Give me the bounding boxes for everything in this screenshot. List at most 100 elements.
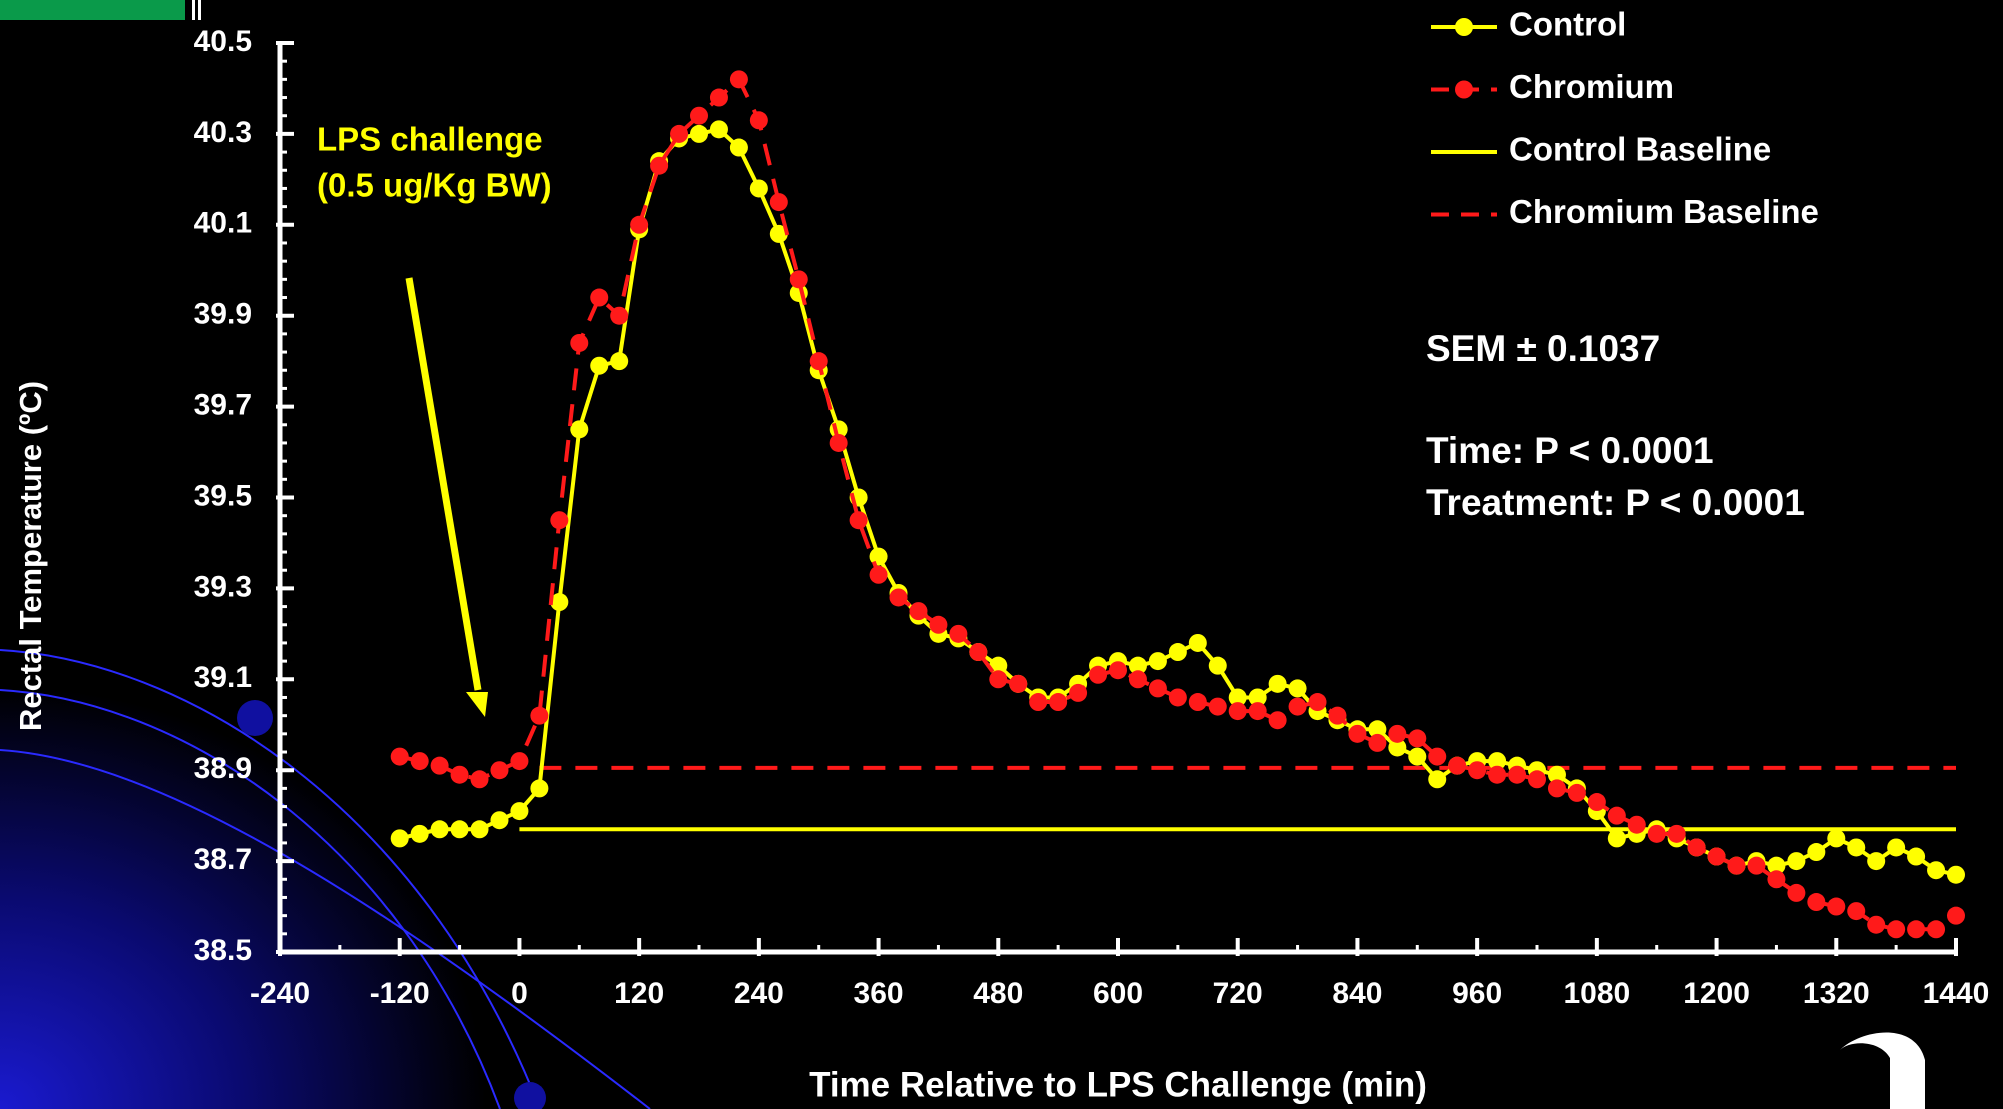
- decor-bar: [192, 0, 195, 20]
- data-point: [1767, 870, 1786, 889]
- annotation-arrow: [405, 277, 482, 691]
- annotation: SEM ± 0.1037: [1426, 328, 1660, 369]
- y-tick-label: 39.3: [194, 570, 252, 603]
- data-point: [1288, 679, 1307, 698]
- data-point: [1089, 665, 1108, 684]
- data-point: [390, 747, 409, 766]
- annotation: (0.5 ug/Kg BW): [317, 167, 552, 204]
- data-point: [709, 88, 728, 107]
- data-point: [809, 352, 828, 371]
- data-point: [769, 224, 788, 243]
- data-point: [1408, 729, 1427, 748]
- data-point: [430, 756, 449, 775]
- data-point: [650, 156, 669, 175]
- decor-dot: [237, 700, 273, 736]
- data-point: [1268, 674, 1287, 693]
- data-point: [690, 124, 708, 143]
- data-point: [1787, 852, 1806, 871]
- x-tick-label: 1080: [1563, 977, 1630, 1010]
- data-point: [769, 193, 788, 212]
- x-tick-label: 240: [734, 977, 784, 1010]
- data-point: [1188, 633, 1207, 652]
- annotation-arrowhead: [466, 692, 488, 717]
- data-point: [1348, 724, 1367, 743]
- data-point: [1228, 702, 1247, 721]
- data-point: [1607, 829, 1626, 848]
- decor-glow: [0, 640, 540, 1109]
- data-point: [1927, 920, 1946, 939]
- data-point: [530, 779, 549, 798]
- data-point: [829, 433, 848, 452]
- data-point: [510, 752, 529, 771]
- decor-arc: [0, 749, 651, 1109]
- legend-label: Chromium Baseline: [1509, 193, 1819, 230]
- data-point: [869, 547, 888, 566]
- data-point: [1767, 856, 1786, 875]
- data-point: [1707, 847, 1726, 866]
- data-point: [490, 811, 509, 830]
- data-point: [1867, 852, 1886, 871]
- x-tick-label: 360: [854, 977, 904, 1010]
- data-point: [470, 770, 489, 789]
- data-point: [1428, 770, 1447, 789]
- data-point: [570, 333, 589, 352]
- data-point: [1927, 861, 1946, 880]
- data-point: [450, 765, 469, 784]
- data-point: [1248, 688, 1267, 707]
- data-point: [1128, 656, 1147, 675]
- data-point: [610, 306, 629, 325]
- data-point: [1647, 824, 1666, 843]
- data-point: [570, 420, 589, 439]
- y-tick-label: 40.5: [194, 25, 252, 58]
- legend-label: Control: [1509, 6, 1626, 43]
- data-point: [1528, 770, 1546, 789]
- y-tick-label: 38.7: [194, 843, 252, 876]
- data-point: [1188, 693, 1207, 712]
- data-point: [1807, 893, 1826, 912]
- data-point: [1687, 838, 1706, 857]
- x-tick-label: 1200: [1683, 977, 1750, 1010]
- data-point: [550, 511, 569, 530]
- data-point: [1248, 702, 1267, 721]
- data-point: [1168, 643, 1187, 662]
- data-point: [1368, 733, 1387, 752]
- data-point: [1667, 824, 1686, 843]
- data-point: [1009, 674, 1028, 693]
- x-tick-label: 480: [973, 977, 1023, 1010]
- data-point: [869, 565, 888, 584]
- data-point: [1747, 856, 1766, 875]
- data-point: [1887, 838, 1906, 857]
- x-axis-label: Time Relative to LPS Challenge (min): [809, 1065, 1427, 1104]
- data-point: [1128, 670, 1147, 689]
- data-point: [749, 111, 768, 130]
- data-point: [969, 643, 988, 662]
- data-point: [1049, 693, 1068, 712]
- data-point: [1308, 693, 1327, 712]
- data-point: [1029, 693, 1048, 712]
- y-tick-label: 38.5: [194, 934, 252, 967]
- data-point: [1547, 779, 1566, 798]
- decor-bar: [198, 0, 201, 20]
- data-point: [1907, 920, 1926, 939]
- data-point: [1468, 761, 1487, 780]
- data-point: [1208, 656, 1227, 675]
- decor-bar: [0, 0, 185, 20]
- data-point: [490, 761, 509, 780]
- data-point: [1168, 688, 1187, 707]
- x-tick-label: 1440: [1923, 977, 1990, 1010]
- legend-label: Chromium: [1509, 68, 1674, 105]
- data-point: [450, 820, 469, 839]
- data-point: [1268, 711, 1287, 730]
- decor-dot: [514, 1082, 546, 1109]
- data-point: [929, 615, 948, 634]
- data-point: [1947, 865, 1965, 884]
- x-tick-label: 0: [511, 977, 528, 1010]
- data-point: [1508, 765, 1527, 784]
- data-point: [430, 820, 449, 839]
- data-point: [1408, 747, 1427, 766]
- data-point: [1807, 843, 1826, 862]
- data-point: [909, 602, 928, 621]
- x-tick-label: -240: [250, 977, 310, 1010]
- data-point: [550, 593, 569, 612]
